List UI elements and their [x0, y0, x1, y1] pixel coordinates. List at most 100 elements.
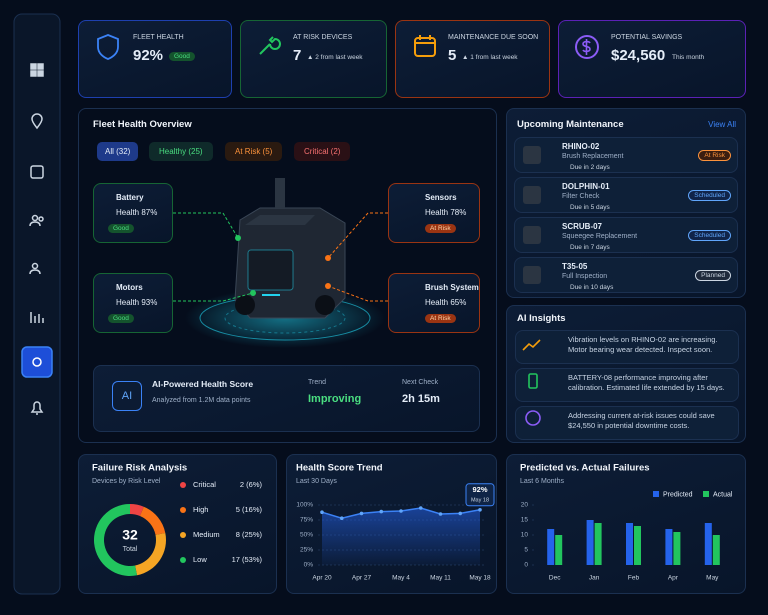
donut-segment	[130, 504, 144, 516]
donut-segment	[139, 506, 166, 535]
bar	[634, 526, 641, 565]
insights-panel: AI Insights Vibration levels on RHINO-02…	[506, 305, 746, 443]
task: Filter Check	[562, 193, 600, 200]
filter-button[interactable]: At Risk (5)	[225, 142, 283, 161]
x-tick-label: Jan	[589, 575, 600, 582]
kpi-card: AT RISK DEVICES 7 ▲ 2 from last week	[240, 20, 387, 98]
legend-swatch	[180, 532, 186, 538]
component-name: Sensors	[425, 193, 457, 202]
nav-settings-active[interactable]	[21, 346, 53, 378]
status-badge: At Risk	[425, 314, 456, 323]
component-health: Health 93%	[116, 298, 158, 307]
panel-title: Fleet Health Overview	[93, 119, 192, 130]
maintenance-row[interactable]: T35-05 Full Inspection Due in 10 days Plann…	[514, 257, 738, 293]
x-tick-label: May	[706, 575, 719, 582]
insight-text: Vibration levels on RHINO-02 are increas…	[568, 335, 718, 354]
status-badge: At Risk	[698, 150, 731, 161]
legend-label: Low	[193, 555, 207, 564]
status-badge: Scheduled	[688, 230, 731, 241]
task: Squeegee Replacement	[562, 233, 638, 240]
nav-reports[interactable]	[30, 312, 44, 323]
filter-button[interactable]: All (32)	[97, 142, 139, 161]
donut-segment	[135, 532, 167, 576]
ai-icon: AI	[112, 381, 142, 411]
bar	[586, 520, 594, 565]
component-health: Health 78%	[425, 208, 467, 217]
y-tick-label: 75%	[300, 517, 313, 524]
data-point	[399, 509, 403, 513]
donut-segment	[94, 504, 138, 576]
legend-label: Predicted	[663, 491, 693, 498]
insight-row: BATTERY-08 performance improving after c…	[515, 368, 739, 402]
chart-title: Predicted vs. Actual Failures	[520, 463, 650, 474]
filter-button[interactable]: Critical (2)	[294, 142, 351, 161]
device-id: DOLPHIN-01	[562, 182, 610, 191]
device-id: T35-05	[562, 262, 588, 271]
task: Full Inspection	[562, 273, 608, 280]
ai-score-title: AI-Powered Health Score	[152, 379, 254, 389]
component-health: Health 87%	[116, 208, 158, 217]
component-card: Brush System Health 65% At Risk	[388, 273, 480, 333]
chart-subtitle: Last 30 Days	[296, 478, 337, 485]
y-tick-label: 20	[521, 502, 529, 509]
data-point	[320, 510, 324, 514]
insight-row: Addressing current at-risk issues could …	[515, 406, 739, 440]
view-all-link[interactable]: View All	[708, 120, 736, 129]
legend-label: Critical	[193, 480, 216, 489]
tooltip	[465, 483, 495, 507]
data-point	[438, 512, 443, 516]
status-badge: Scheduled	[688, 190, 731, 201]
bar	[673, 532, 681, 565]
chart-subtitle: Last 6 Months	[520, 478, 564, 485]
bar	[712, 535, 720, 565]
nav-tasks[interactable]	[30, 165, 44, 179]
y-tick-label: 0%	[304, 562, 314, 569]
kpi-note: ▲ 2 from last week	[307, 54, 363, 61]
chart-subtitle: Devices by Risk Level	[92, 478, 161, 485]
kpi-icon	[97, 34, 119, 60]
nav-team[interactable]	[29, 262, 41, 275]
kpi-label: POTENTIAL SAVINGS	[611, 34, 683, 41]
component-name: Battery	[116, 193, 144, 202]
value-label: 8 (25%)	[236, 530, 263, 539]
device-thumbnail	[523, 146, 541, 164]
component-name: Brush System	[425, 283, 479, 292]
nav-users[interactable]	[29, 214, 44, 227]
settings-icon	[32, 357, 42, 367]
maintenance-row[interactable]: SCRUB-07 Squeegee Replacement Due in 7 day…	[514, 217, 738, 253]
tooltip-date: May 18	[471, 497, 489, 503]
panel-title: Upcoming Maintenance	[517, 119, 624, 130]
bar	[626, 523, 633, 565]
kpi-icon	[414, 35, 436, 57]
chart-title: Failure Risk Analysis	[92, 463, 187, 474]
insight-row: Vibration levels on RHINO-02 are increas…	[515, 330, 739, 364]
area-fill	[322, 508, 480, 565]
nav-map[interactable]	[31, 113, 43, 130]
data-point	[379, 509, 384, 514]
data-point	[478, 508, 482, 512]
data-point	[458, 511, 463, 516]
nav-alerts[interactable]	[30, 401, 44, 415]
y-tick-label: 5	[524, 547, 528, 554]
x-tick-label: May 4	[392, 575, 410, 582]
kpi-card: POTENTIAL SAVINGS $24,560 This month	[558, 20, 746, 98]
x-tick-label: May 18	[469, 575, 491, 582]
kpi-card: MAINTENANCE DUE SOON 5 ▲ 1 from last wee…	[395, 20, 550, 98]
status-badge: At Risk	[425, 224, 456, 233]
next-check-value: 2h 15m	[402, 393, 440, 405]
legend-swatch	[653, 491, 659, 497]
maintenance-row[interactable]: DOLPHIN-01 Filter Check Due in 5 days Sched…	[514, 177, 738, 213]
maintenance-row[interactable]: RHINO-02 Brush Replacement Due in 2 days At…	[514, 137, 738, 173]
due-date: Due in 7 days	[570, 244, 610, 251]
kpi-label: MAINTENANCE DUE SOON	[448, 34, 539, 41]
insight-text: BATTERY-08 performance improving after c…	[568, 373, 725, 392]
nav-dashboard[interactable]	[30, 63, 44, 77]
kpi-note: This month	[672, 54, 705, 61]
donut-center-label: Total	[123, 546, 138, 553]
status-badge: Good	[108, 314, 134, 323]
panel-title: AI Insights	[517, 313, 566, 324]
filter-button[interactable]: Healthy (25)	[149, 142, 213, 161]
